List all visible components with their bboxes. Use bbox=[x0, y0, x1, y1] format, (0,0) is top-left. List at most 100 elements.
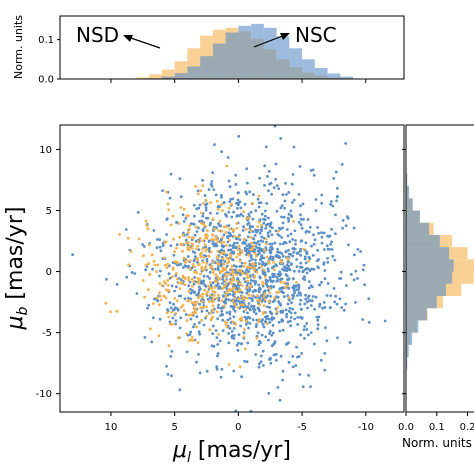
scatter-point-nsc bbox=[266, 234, 270, 238]
scatter-point-nsd bbox=[187, 278, 191, 282]
scatter-point-nsd bbox=[144, 263, 148, 267]
scatter-point-nsd bbox=[225, 291, 228, 295]
scatter-point-nsc bbox=[197, 288, 201, 292]
scatter-point-nsc bbox=[290, 263, 293, 266]
scatter-point-nsc bbox=[276, 386, 280, 389]
scatter-point-nsc bbox=[281, 226, 284, 230]
scatter-point-nsc bbox=[144, 268, 148, 272]
scatter-point-nsc bbox=[259, 239, 263, 243]
scatter-point-nsc bbox=[219, 375, 223, 379]
scatter-point-nsd bbox=[205, 314, 209, 318]
scatter-point-nsd bbox=[263, 248, 266, 252]
scatter-point-nsc bbox=[333, 258, 337, 262]
scatter-point-nsc bbox=[254, 289, 258, 293]
scatter-point-nsd bbox=[175, 272, 178, 275]
scatter-point-nsc bbox=[352, 278, 356, 282]
scatter-point-nsc bbox=[326, 257, 329, 260]
scatter-point-nsc bbox=[161, 244, 165, 248]
scatter-point-nsd bbox=[245, 286, 248, 290]
scatter-point-nsc bbox=[313, 342, 316, 346]
scatter-point-nsc bbox=[150, 340, 154, 344]
scatter-point-nsc bbox=[192, 203, 196, 207]
scatter-point-nsc bbox=[293, 317, 297, 321]
scatter-point-nsd bbox=[255, 254, 258, 258]
scatter-point-nsc bbox=[255, 323, 258, 326]
scatter-point-nsd bbox=[216, 250, 220, 253]
scatter-point-nsd bbox=[179, 305, 183, 309]
scatter-point-nsc bbox=[170, 284, 174, 288]
scatter-point-nsc bbox=[201, 178, 205, 182]
scatter-point-nsc bbox=[254, 296, 258, 299]
scatter-point-nsd bbox=[187, 245, 191, 248]
scatter-point-nsd bbox=[232, 234, 236, 238]
scatter-point-nsc bbox=[233, 309, 237, 313]
scatter-point-nsc bbox=[296, 294, 299, 297]
scatter-point-nsd bbox=[215, 310, 219, 314]
scatter-point-nsd bbox=[186, 241, 190, 245]
scatter-point-nsd bbox=[179, 281, 183, 285]
scatter-point-nsc bbox=[220, 282, 224, 285]
scatter-point-nsc bbox=[257, 266, 261, 270]
scatter-point-nsd bbox=[208, 328, 212, 332]
scatter-point-nsc bbox=[216, 352, 220, 355]
scatter-point-nsc bbox=[214, 242, 218, 246]
scatter-point-nsc bbox=[286, 216, 290, 220]
scatter-point-nsc bbox=[247, 302, 251, 305]
scatter-point-nsd bbox=[137, 237, 141, 241]
scatter-point-nsd bbox=[190, 335, 194, 339]
scatter-point-nsd bbox=[262, 304, 266, 308]
scatter-point-nsc bbox=[178, 326, 182, 330]
scatter-point-nsd bbox=[182, 256, 186, 260]
scatter-point-nsc bbox=[135, 292, 139, 295]
scatter-point-nsc bbox=[251, 290, 255, 293]
scatter-point-nsc bbox=[291, 201, 294, 204]
scatter-point-nsc bbox=[276, 295, 280, 299]
scatter-point-nsc bbox=[245, 247, 249, 251]
scatter-point-nsd bbox=[211, 297, 215, 301]
scatter-point-nsd bbox=[242, 237, 246, 241]
scatter-point-nsc bbox=[191, 250, 195, 254]
scatter-point-nsc bbox=[260, 212, 264, 216]
scatter-point-nsc bbox=[152, 316, 155, 320]
scatter-point-nsc bbox=[277, 301, 281, 304]
scatter-point-nsc bbox=[297, 287, 301, 291]
scatter-point-nsc bbox=[178, 388, 182, 392]
scatter-point-nsc bbox=[274, 352, 278, 356]
scatter-point-nsc bbox=[235, 285, 239, 288]
scatter-point-nsd bbox=[191, 311, 195, 314]
scatter-point-nsd bbox=[221, 257, 225, 261]
scatter-point-nsc bbox=[187, 284, 191, 288]
scatter-point-nsd bbox=[200, 318, 204, 322]
scatter-point-nsc bbox=[247, 212, 251, 216]
scatter-point-nsc bbox=[303, 257, 307, 261]
scatter-point-nsc bbox=[195, 315, 199, 319]
scatter-point-nsc bbox=[210, 180, 214, 183]
scatter-point-nsd bbox=[217, 293, 220, 297]
scatter-point-nsd bbox=[171, 322, 174, 326]
scatter-point-nsc bbox=[221, 245, 225, 249]
scatter-point-nsd bbox=[211, 304, 215, 308]
scatter-point-nsd bbox=[181, 249, 184, 253]
scatter-point-nsc bbox=[286, 282, 290, 286]
scatter-point-nsd bbox=[224, 272, 228, 276]
scatter-point-nsd bbox=[238, 317, 242, 321]
scatter-point-nsc bbox=[286, 320, 290, 324]
scatter-point-nsc bbox=[222, 295, 225, 298]
scatter-point-nsc bbox=[281, 254, 285, 258]
scatter-point-nsc bbox=[268, 332, 271, 335]
scatter-point-nsc bbox=[226, 156, 230, 159]
scatter-point-nsc bbox=[189, 291, 193, 295]
scatter-point-nsd bbox=[200, 300, 204, 303]
scatter-point-nsc bbox=[243, 359, 247, 363]
scatter-point-nsc bbox=[308, 225, 312, 229]
scatter-point-nsc bbox=[344, 142, 348, 145]
scatter-point-nsc bbox=[251, 217, 255, 221]
scatter-point-nsc bbox=[258, 276, 262, 280]
scatter-point-nsc bbox=[335, 199, 338, 203]
scatter-point-nsc bbox=[292, 277, 295, 281]
scatter-point-nsc bbox=[315, 315, 319, 319]
scatter-point-nsc bbox=[272, 353, 276, 357]
scatter-point-nsd bbox=[167, 315, 171, 319]
scatter-point-nsc bbox=[258, 262, 261, 266]
scatter-point-nsd bbox=[228, 280, 232, 284]
